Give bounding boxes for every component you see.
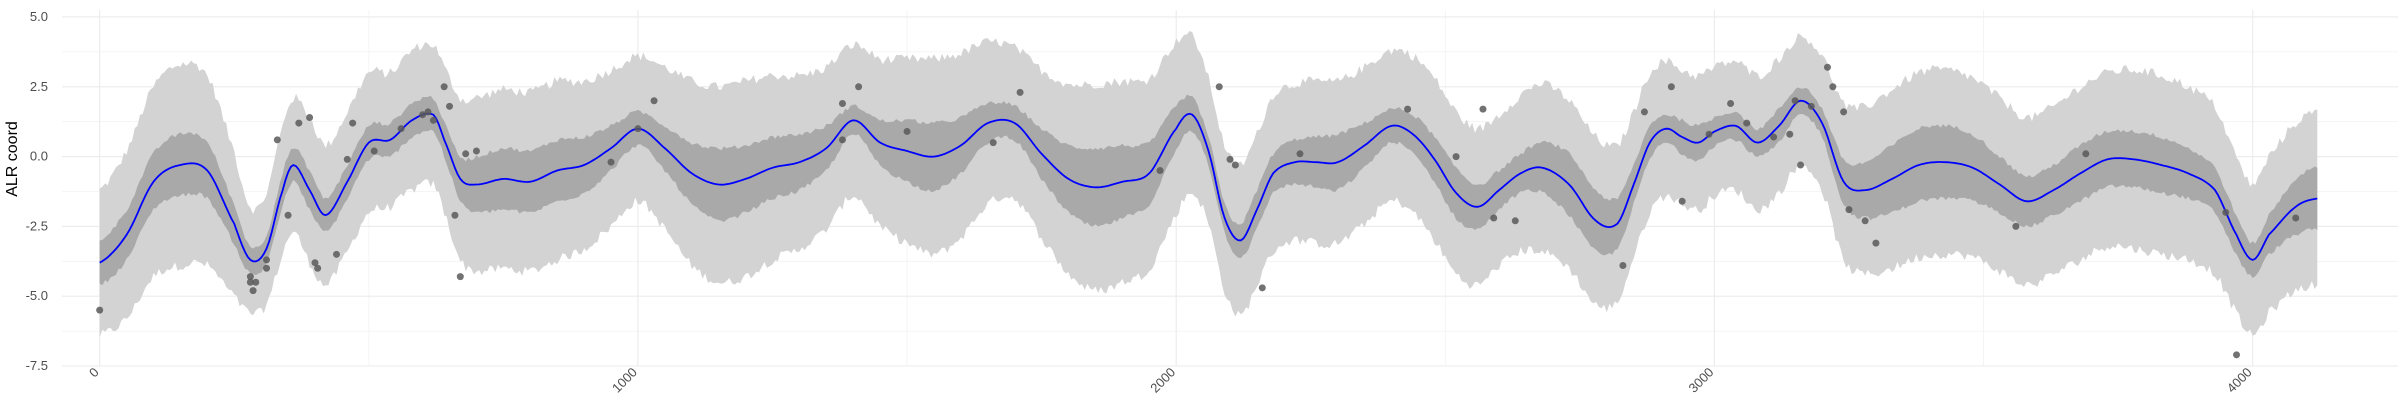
data-point: [419, 111, 427, 119]
data-point: [1479, 105, 1487, 113]
data-point: [607, 158, 615, 166]
data-point: [306, 113, 314, 121]
data-point: [903, 127, 911, 135]
data-point: [273, 136, 281, 144]
data-point: [1619, 261, 1627, 269]
y-tick-label: -7.5: [26, 358, 48, 373]
data-point: [246, 273, 254, 281]
data-point: [424, 108, 432, 116]
data-point: [249, 287, 257, 295]
data-point: [634, 125, 642, 133]
data-point: [446, 102, 454, 110]
data-point: [1829, 83, 1837, 91]
data-point: [343, 155, 351, 163]
y-tick-label: 5.0: [30, 9, 48, 24]
data-point: [2012, 222, 2020, 230]
data-point: [451, 211, 459, 219]
data-point: [1727, 100, 1735, 108]
data-point: [1016, 88, 1024, 96]
data-point: [1452, 153, 1460, 161]
data-point: [838, 136, 846, 144]
data-point: [1296, 150, 1304, 158]
mean-line-layer: [99, 99, 2318, 264]
data-point: [1743, 119, 1751, 127]
data-point: [284, 211, 292, 219]
data-point: [1823, 63, 1831, 71]
data-point: [1226, 155, 1234, 163]
data-point: [838, 100, 846, 108]
y-tick-label: 0.0: [30, 149, 48, 164]
data-point: [263, 256, 271, 264]
data-point: [1872, 239, 1880, 247]
data-point: [1667, 83, 1675, 91]
data-point: [440, 83, 448, 91]
data-point: [462, 150, 470, 158]
y-axis-title: ALR coord: [4, 121, 21, 197]
data-point: [295, 119, 303, 127]
data-point: [333, 250, 341, 258]
data-point: [1840, 108, 1848, 116]
data-point: [855, 83, 863, 91]
data-point: [246, 278, 254, 286]
data-point: [472, 147, 480, 155]
data-point: [1786, 130, 1794, 138]
data-point: [263, 264, 271, 272]
data-point: [1490, 214, 1498, 222]
y-tick-label: -5.0: [26, 288, 48, 303]
mean-line: [99, 99, 2318, 264]
data-point: [1861, 217, 1869, 225]
data-point: [1404, 105, 1412, 113]
data-point: [1231, 161, 1239, 169]
observed-points: [96, 63, 2300, 359]
data-point: [429, 116, 437, 124]
data-point: [1678, 197, 1686, 205]
data-point: [311, 259, 319, 267]
data-point: [96, 306, 104, 314]
outer-credible-band: [99, 31, 2318, 338]
data-point: [1770, 133, 1778, 141]
data-point: [1845, 206, 1853, 214]
data-point: [2233, 351, 2241, 359]
data-point: [2082, 150, 2090, 158]
data-point: [252, 278, 260, 286]
data-point: [314, 264, 322, 272]
data-point: [1215, 83, 1223, 91]
data-point: [1791, 97, 1799, 105]
y-tick-label: 2.5: [30, 79, 48, 94]
data-point: [1705, 130, 1713, 138]
data-point: [349, 119, 357, 127]
data-point: [1797, 161, 1805, 169]
y-tick-label: -2.5: [26, 218, 48, 233]
data-point: [397, 125, 405, 133]
data-point: [456, 273, 464, 281]
data-point: [1511, 217, 1519, 225]
data-point: [2292, 214, 2300, 222]
data-point: [1156, 167, 1164, 175]
data-point: [1258, 284, 1266, 292]
data-point: [1640, 108, 1648, 116]
data-point: [370, 147, 378, 155]
data-point: [1807, 102, 1815, 110]
data-point: [2222, 208, 2230, 216]
data-point: [650, 97, 658, 105]
data-point: [989, 139, 997, 147]
